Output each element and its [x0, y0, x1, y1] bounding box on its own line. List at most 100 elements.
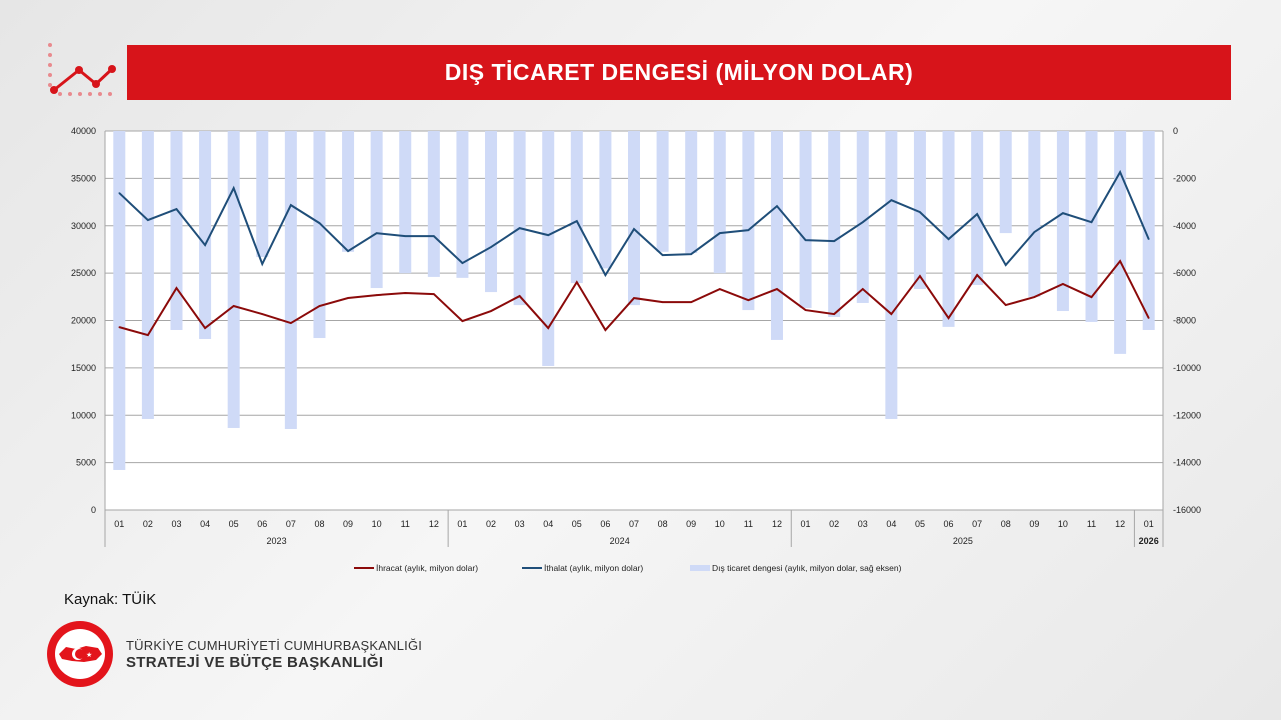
- balance-bar: [170, 131, 183, 330]
- left-axis-tick: 35000: [71, 173, 96, 183]
- export-point: [290, 322, 292, 324]
- year-label: 2026: [1139, 536, 1159, 546]
- seal-icon: ★: [47, 621, 113, 687]
- balance-bar: [685, 131, 698, 253]
- month-tick: 04: [200, 519, 210, 529]
- balance-bar: [342, 131, 355, 252]
- balance-bar: [971, 131, 984, 285]
- month-tick: 06: [600, 519, 610, 529]
- export-point: [518, 295, 521, 297]
- export-point: [804, 309, 807, 311]
- import-point: [490, 246, 492, 248]
- import-point: [776, 205, 778, 207]
- export-point: [318, 305, 321, 307]
- balance-bar: [113, 131, 126, 470]
- month-tick: 03: [171, 519, 181, 529]
- import-point: [461, 262, 464, 264]
- month-tick: 09: [686, 519, 696, 529]
- export-point: [1147, 317, 1150, 319]
- month-tick: 02: [143, 519, 153, 529]
- trade-balance-chart: 0 5000 10000 15000 20000 25000 30000 35000 40000…: [71, 126, 1201, 573]
- balance-bar: [227, 131, 240, 428]
- import-point: [890, 199, 893, 201]
- legend-swatch-balance: [690, 565, 710, 571]
- org-name-line2: STRATEJİ VE BÜTÇE BAŞKANLIĞI: [126, 653, 384, 671]
- month-tick: 03: [515, 519, 525, 529]
- month-tick: 09: [343, 519, 353, 529]
- import-point: [118, 192, 121, 194]
- month-tick: 08: [658, 519, 668, 529]
- balance-bar: [828, 131, 841, 317]
- export-point: [261, 313, 264, 315]
- export-point: [433, 293, 435, 295]
- balance-bar: [513, 131, 526, 306]
- right-axis-tick: -10000: [1173, 363, 1201, 373]
- month-tick: 12: [429, 519, 439, 529]
- balance-bar: [399, 131, 412, 274]
- month-tick: 11: [401, 519, 410, 529]
- title-banner: DIŞ TİCARET DENGESİ (MİLYON DOLAR): [127, 45, 1231, 100]
- balance-bar: [713, 131, 726, 274]
- balance-bar: [628, 131, 640, 306]
- import-point: [690, 253, 692, 255]
- year-label: 2024: [610, 536, 630, 546]
- left-axis-tick: 15000: [71, 363, 96, 373]
- import-point: [804, 239, 807, 241]
- export-point: [833, 313, 835, 315]
- month-tick: 01: [801, 519, 811, 529]
- export-point: [232, 305, 235, 307]
- right-axis-tick: -8000: [1173, 316, 1196, 326]
- month-tick: 02: [829, 519, 839, 529]
- import-point: [661, 254, 664, 256]
- month-tick: 12: [772, 519, 782, 529]
- page-title: DIŞ TİCARET DENGESİ (MİLYON DOLAR): [444, 59, 914, 85]
- right-axis-tick: 0: [1173, 126, 1178, 136]
- month-tick: 04: [543, 519, 553, 529]
- balance-bar: [599, 131, 612, 269]
- balance-bar: [284, 131, 297, 429]
- import-point: [1004, 264, 1007, 266]
- balance-bar: [1085, 131, 1098, 322]
- import-point: [175, 208, 178, 210]
- balance-bar: [999, 131, 1012, 234]
- import-point: [404, 235, 407, 237]
- import-point: [232, 187, 235, 189]
- import-point: [290, 204, 292, 206]
- export-point: [661, 301, 664, 303]
- month-tick: 08: [314, 519, 324, 529]
- month-tick: 05: [915, 519, 925, 529]
- month-tick: 02: [486, 519, 496, 529]
- import-point: [1147, 238, 1150, 240]
- import-point: [347, 250, 349, 252]
- import-point: [1090, 221, 1093, 223]
- export-point: [547, 327, 550, 329]
- year-label: 2023: [267, 536, 287, 546]
- month-tick: 10: [372, 519, 382, 529]
- import-point: [604, 274, 607, 276]
- export-point: [947, 317, 950, 319]
- import-point: [547, 234, 550, 236]
- month-tick: 07: [629, 519, 639, 529]
- left-axis-tick: 30000: [71, 221, 96, 231]
- svg-text:★: ★: [86, 651, 92, 659]
- export-point: [633, 297, 635, 299]
- export-point: [576, 281, 578, 283]
- export-point: [747, 299, 750, 301]
- export-point: [404, 292, 407, 294]
- right-axis-tick: -4000: [1173, 221, 1196, 231]
- import-point: [261, 263, 264, 265]
- org-name-line1: TÜRKİYE CUMHURİYETİ CUMHURBAŞKANLIĞI: [126, 637, 423, 653]
- balance-bar: [856, 131, 869, 303]
- export-point: [1033, 296, 1036, 298]
- export-point: [890, 313, 893, 315]
- export-point: [461, 320, 464, 322]
- export-point: [1090, 296, 1093, 298]
- month-tick: 01: [457, 519, 467, 529]
- balance-bar: [542, 131, 555, 366]
- import-point: [947, 238, 950, 240]
- left-axis-tick: 0: [91, 505, 96, 515]
- export-point: [919, 275, 921, 277]
- source-note: Kaynak: TÜİK: [64, 591, 157, 608]
- balance-bar: [313, 131, 326, 339]
- import-point: [1033, 231, 1036, 233]
